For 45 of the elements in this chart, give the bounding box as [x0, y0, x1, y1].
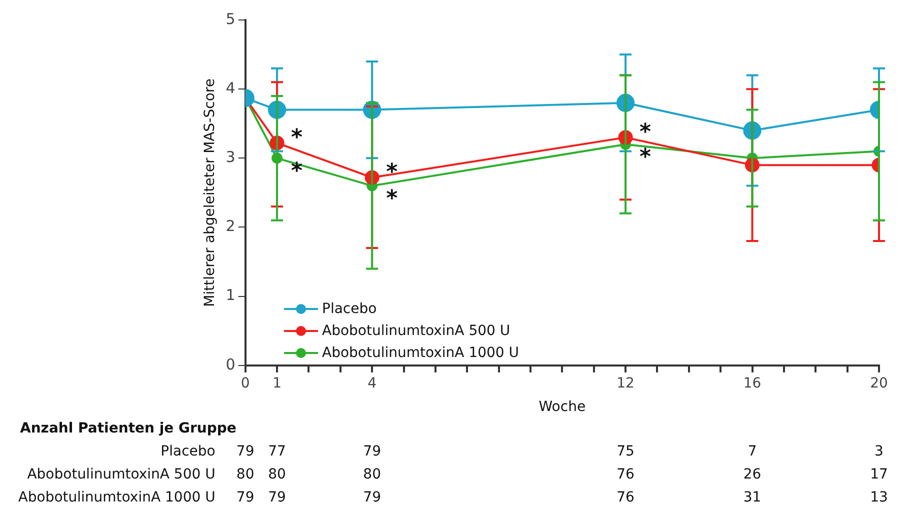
text: AbobotulinumtoxinA 1000 U — [18, 490, 216, 506]
text: 80 — [268, 466, 286, 483]
annotation: * — [386, 186, 398, 212]
text: AbobotulinumtoxinA 500 U — [27, 466, 216, 483]
text: 79 — [363, 444, 381, 460]
annotation: * — [291, 126, 304, 151]
y-tick-label: 4 — [226, 78, 236, 97]
text: 76 — [616, 490, 635, 506]
text: 77 — [268, 444, 286, 460]
text: 79 — [363, 490, 381, 506]
text: 3 — [874, 444, 884, 460]
text: 79 — [236, 490, 254, 506]
x-tick-label: 12 — [616, 375, 634, 392]
text: 76 — [616, 466, 635, 483]
x-axis-title: Woche — [538, 399, 586, 416]
x-tick-label: 4 — [368, 375, 377, 392]
text: 80 — [363, 466, 381, 483]
annotation: * — [640, 145, 652, 170]
y-tick-label: 3 — [226, 148, 236, 166]
y-tick-label: 2 — [226, 217, 236, 236]
annotation: * — [386, 160, 398, 186]
text: 75 — [616, 444, 634, 460]
annotation: * — [291, 158, 304, 184]
x-tick-label: 0 — [240, 375, 250, 392]
text: 31 — [743, 490, 762, 506]
y-axis-title: Mittlerer abgeleiteter MAS-Score — [202, 78, 218, 307]
x-tick-label: 1 — [272, 375, 282, 392]
x-tick-label: 16 — [743, 375, 762, 392]
text: 17 — [870, 466, 888, 483]
y-tick-label: 0 — [226, 355, 236, 374]
annotation: * — [640, 120, 652, 146]
y-tick-label: 5 — [226, 10, 236, 28]
x-tick-label: 20 — [870, 375, 888, 392]
legend-label: AbobotulinumtoxinA 1000 U — [322, 345, 520, 361]
text: Anzahl Patienten je Gruppe — [20, 420, 236, 437]
text: 80 — [236, 466, 254, 483]
text: 13 — [870, 490, 888, 506]
text: 26 — [743, 466, 762, 483]
legend-label: AbobotulinumtoxinA 500 U — [322, 323, 510, 339]
text: 79 — [268, 490, 286, 506]
text: 7 — [748, 444, 757, 460]
text: 79 — [236, 444, 254, 460]
legend-label: Placebo — [322, 301, 377, 317]
y-tick-label: 1 — [226, 286, 236, 304]
text: Placebo — [160, 444, 216, 460]
